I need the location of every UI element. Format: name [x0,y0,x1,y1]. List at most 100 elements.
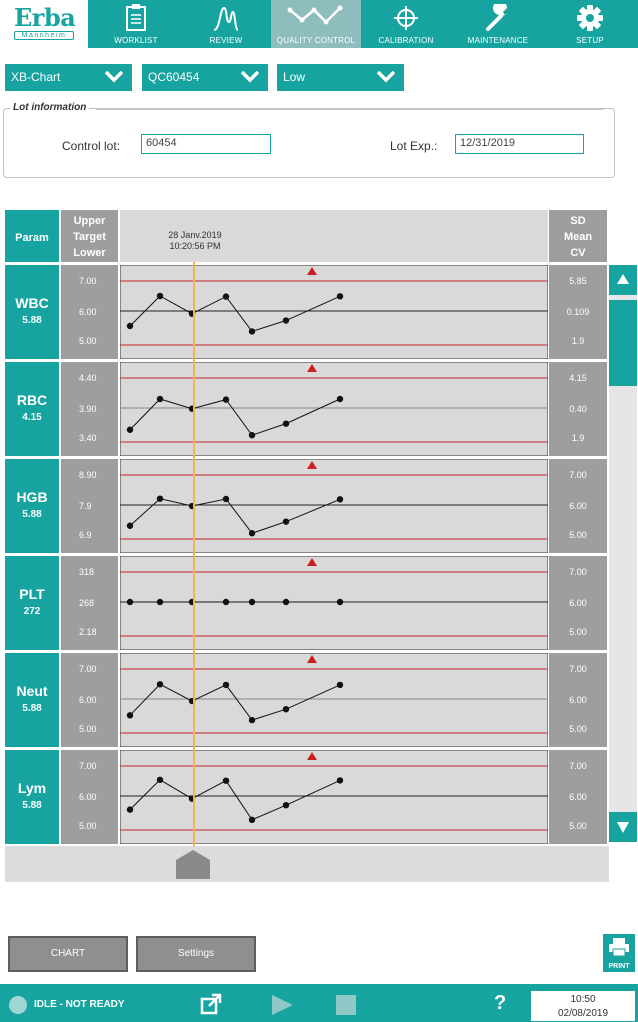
lower-limit-label: 5.00 [79,336,97,346]
logo-subtitle: Mannheim [14,31,74,40]
qc-plot-neut[interactable] [120,653,548,747]
cursor-date: 28 Janv.2019 [168,230,222,240]
help-icon[interactable]: ? [494,992,507,1014]
target-label: 6.00 [79,792,97,802]
limits-header: Upper Target Lower [61,210,118,262]
data-point[interactable] [282,598,290,606]
data-point[interactable] [156,495,164,502]
lower-limit-label: 3.40 [79,433,97,443]
upper-limit-label: 7.00 [79,276,97,286]
scroll-up-button[interactable] [609,265,637,295]
data-point[interactable] [336,293,344,300]
qc-plot-wbc[interactable] [120,265,548,359]
tab-worklist[interactable]: WORKLIST [91,0,181,48]
qc-plot-hgb[interactable] [120,459,548,553]
crosshair-icon [394,6,418,30]
param-value: 5.88 [22,703,42,714]
data-point[interactable] [156,776,164,783]
data-point[interactable] [248,598,256,606]
data-point[interactable] [248,816,256,823]
data-point[interactable] [222,396,230,403]
tab-setup[interactable]: SETUP [545,0,635,48]
target-label: 7.9 [79,501,92,511]
tab-maintenance[interactable]: MAINTENANCE [453,0,543,48]
tab-calibration[interactable]: CALIBRATION [361,0,451,48]
lower-limit-label: 5.00 [79,724,97,734]
data-point[interactable] [156,292,164,300]
scroll-down-button[interactable] [609,812,637,842]
data-point[interactable] [222,495,230,503]
param-cell[interactable]: Neut 5.88 [5,653,59,747]
param-cell[interactable]: HGB 5.88 [5,459,59,553]
warning-triangle-icon [307,655,317,663]
upper-limit-label: 7.00 [79,664,97,674]
settings-button[interactable]: Settings [136,936,256,972]
data-point[interactable] [126,322,134,330]
data-point[interactable] [126,712,134,719]
data-point[interactable] [248,530,256,537]
data-point[interactable] [282,706,290,713]
data-point[interactable] [222,777,230,784]
data-point[interactable] [336,777,344,784]
limits-cell: 7.00 6.00 5.00 [61,750,118,844]
param-value: 5.88 [22,509,42,520]
data-point[interactable] [156,598,164,606]
data-point[interactable] [156,681,164,688]
control-dropdown[interactable]: QC60454 [142,64,268,91]
level-dropdown[interactable]: Low [277,64,404,91]
data-point[interactable] [248,716,256,724]
print-button[interactable]: PRINT [603,934,635,972]
data-point[interactable] [126,598,134,606]
data-point[interactable] [336,395,344,403]
param-cell[interactable]: Lym 5.88 [5,750,59,844]
control-lot-field[interactable]: 60454 [141,134,271,154]
time-slider-handle[interactable] [174,848,212,880]
stop-icon[interactable] [336,995,356,1015]
upper-limit-label: 4.40 [79,373,97,383]
data-point[interactable] [248,328,256,335]
stats-header: SD Mean CV [549,210,607,262]
data-point[interactable] [336,496,344,503]
selected-point-cursor[interactable] [193,262,195,846]
data-point[interactable] [248,432,256,439]
param-cell[interactable]: WBC 5.88 [5,265,59,359]
data-point[interactable] [156,395,164,403]
lot-exp-field[interactable]: 12/31/2019 [455,134,584,154]
lot-information-panel: Lot information [3,102,615,178]
arrow-down-icon [617,822,629,833]
lot-exp-label: Lot Exp.: [390,139,438,153]
erba-logo: Erba Mannheim [0,0,88,48]
cv-value: 5.00 [569,821,587,831]
cv-value: 5.00 [569,724,587,734]
tab-quality-control[interactable]: QUALITY CONTROL [271,0,361,48]
data-point[interactable] [222,681,230,689]
chart-button[interactable]: CHART [8,936,128,972]
plot-header: 28 Janv.2019 10:20:56 PM [120,210,548,262]
qc-plot-plt[interactable] [120,556,548,650]
qc-plot-lym[interactable] [120,750,548,844]
qc-plot-rbc[interactable] [120,362,548,456]
scroll-thumb[interactable] [609,300,637,386]
data-point[interactable] [126,426,134,433]
play-icon[interactable] [270,994,294,1016]
control-lot-label: Control lot: [62,139,121,153]
data-point[interactable] [126,522,134,529]
param-cell[interactable]: PLT 272 [5,556,59,650]
data-point[interactable] [222,598,230,606]
data-point[interactable] [282,317,290,324]
time-slider-track[interactable] [5,846,609,882]
cv-value: 1.9 [571,336,585,346]
data-point[interactable] [336,598,344,606]
data-point[interactable] [126,806,134,813]
export-icon[interactable] [200,993,222,1015]
data-point[interactable] [282,420,290,427]
param-cell[interactable]: RBC 4.15 [5,362,59,456]
status-indicator-icon [9,996,27,1014]
chart-type-dropdown[interactable]: XB-Chart [5,64,132,91]
tab-review[interactable]: REVIEW [181,0,271,48]
data-point[interactable] [282,801,290,809]
tab-setup-label: SETUP [576,36,604,45]
data-point[interactable] [336,681,344,689]
data-point[interactable] [222,293,230,300]
data-point[interactable] [282,518,290,525]
